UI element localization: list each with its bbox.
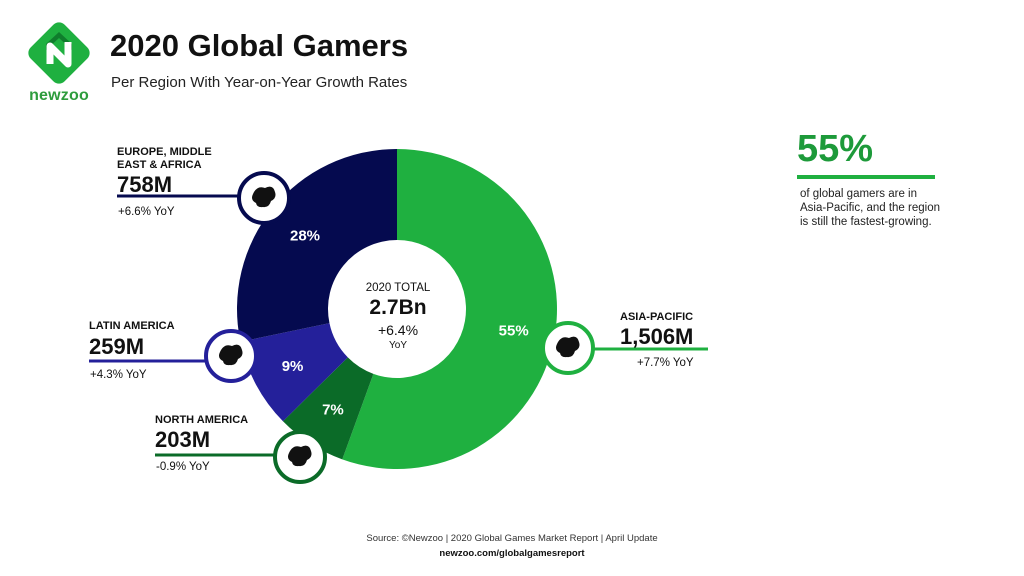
highlight-stat-underline (797, 175, 935, 179)
report-link[interactable]: newzoo.com/globalgamesreport (439, 548, 585, 559)
slice-asia-pacific (342, 149, 557, 469)
center-total-growth: +6.4% (377, 322, 419, 338)
north-america-map-icon (288, 445, 312, 467)
asia-pacific-map-icon (556, 336, 580, 358)
page-title: 2020 Global Gamers (110, 28, 409, 63)
slice-percent-label: 9% (282, 358, 304, 375)
region-value-emea: 758M (117, 172, 173, 197)
region-name-emea: EUROPE, MIDDLE EAST & AFRICA (117, 146, 212, 172)
slice-europe-middle (236, 149, 397, 342)
region-name-latam: LATIN AMERICA (89, 320, 175, 332)
highlight-stat-value: 55% (797, 128, 874, 170)
center-total-label: 2020 TOTAL (365, 282, 431, 294)
europe-africa-map-icon (252, 186, 276, 208)
region-value-north-america: 203M (155, 427, 211, 452)
region-name-asia-pacific: ASIA-PACIFIC (620, 311, 694, 323)
latin-america-map-icon (219, 344, 243, 366)
region-yoy-latam: +4.3% YoY (90, 369, 147, 381)
slice-latin-america (240, 323, 348, 422)
center-total-yoy: YoY (389, 340, 407, 351)
page-subtitle: Per Region With Year-on-Year Growth Rate… (111, 74, 408, 91)
logo-text: newzoo (29, 87, 89, 104)
slice-percent-label: 7% (322, 402, 344, 419)
newzoo-logo-icon (28, 22, 90, 84)
region-name-emea-line2: EAST & AFRICA (117, 159, 202, 171)
slice-percent-label: 55% (499, 323, 529, 340)
region-value-latam: 259M (89, 334, 145, 359)
region-yoy-asia-pacific: +7.7% YoY (637, 357, 694, 369)
source-note: Source: ©Newzoo | 2020 Global Games Mark… (366, 533, 658, 544)
highlight-stat-text: of global gamers are in Asia-Pacific, an… (800, 188, 940, 228)
region-value-asia-pacific: 1,506M (620, 324, 694, 349)
region-name-north-america: NORTH AMERICA (155, 414, 249, 426)
region-yoy-north-america: -0.9% YoY (156, 461, 210, 473)
region-name-emea-line1: EUROPE, MIDDLE (117, 146, 212, 158)
region-yoy-emea: +6.6% YoY (118, 206, 175, 218)
center-total-value: 2.7Bn (369, 296, 427, 319)
slice-percent-label: 28% (290, 227, 320, 244)
